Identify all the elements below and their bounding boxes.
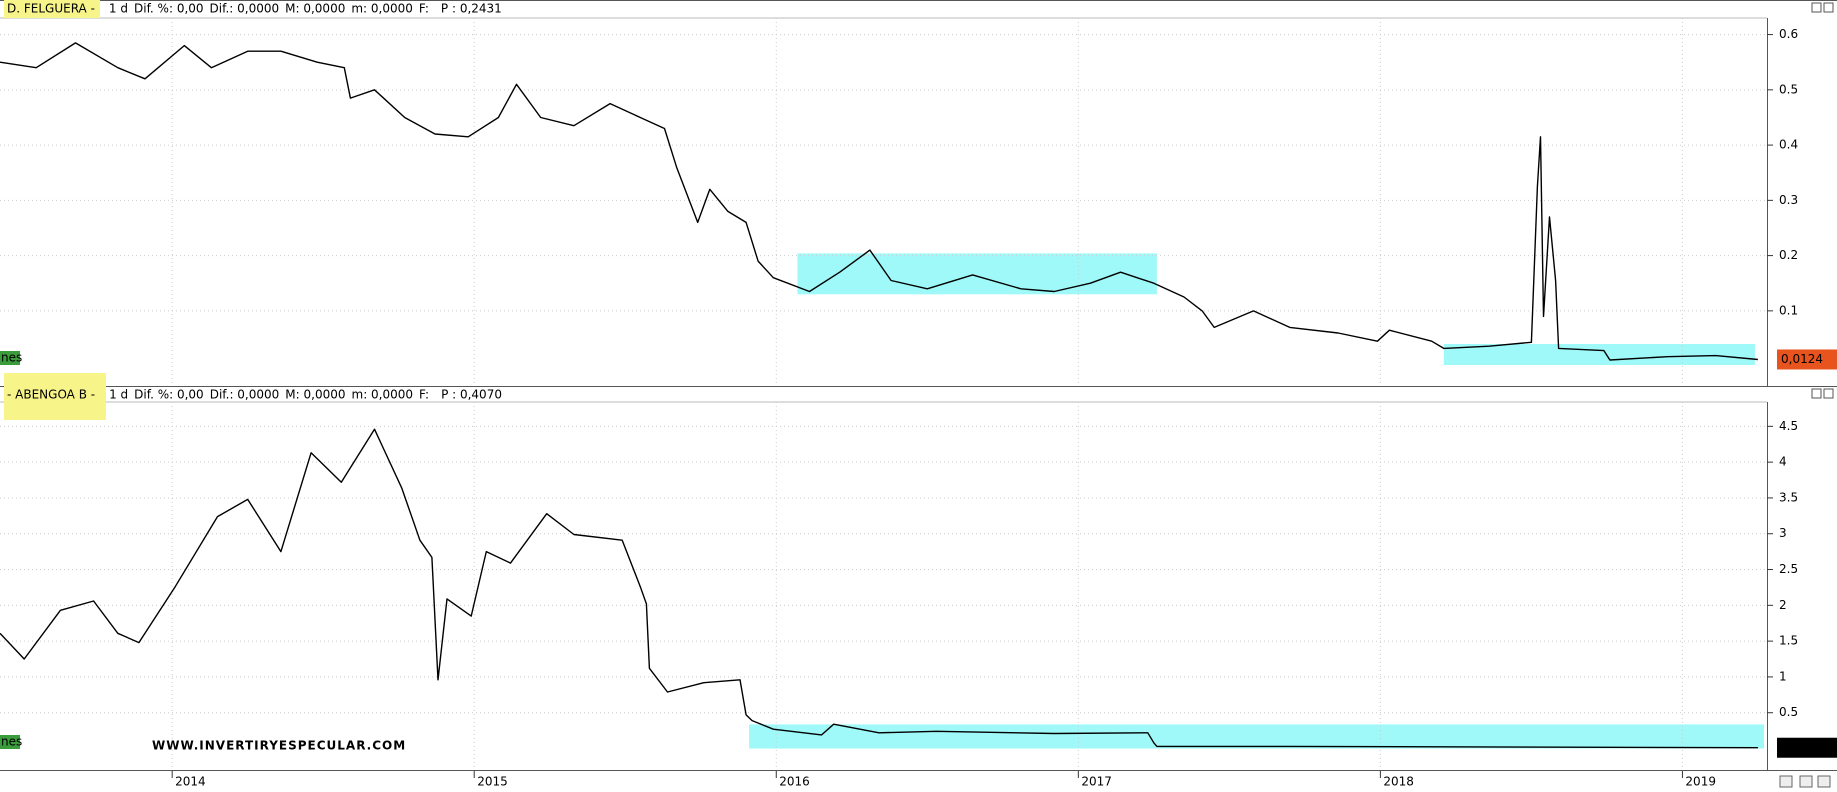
y-tick-label: 3.5 [1779,490,1798,504]
y-tick-label: 1 [1779,669,1787,683]
x-tick-label: 2014 [175,775,206,789]
info-field: m: 0,0000 [351,2,413,16]
x-tick-label: 2019 [1685,775,1716,789]
chart-title: D. FELGUERA - [7,2,95,16]
title-highlight [4,373,106,420]
x-tick-label: 2017 [1081,775,1112,789]
x-tick-label: 2018 [1383,775,1414,789]
last-price-box [1777,737,1837,758]
highlight-zone [797,253,1157,295]
price-line [0,42,1758,361]
toolbar-icon[interactable] [1779,775,1793,788]
y-tick-label: 2 [1779,598,1787,612]
info-field: F: [419,388,429,402]
last-price-label: 0,0124 [1781,352,1823,366]
window-button[interactable] [1811,388,1822,399]
y-tick-label: 0.6 [1779,27,1798,41]
highlight-zone [749,724,1764,749]
info-field: F: [419,2,429,16]
y-tick-label: 4 [1779,455,1787,469]
y-tick-label: 0.5 [1779,705,1798,719]
info-field: Dif.: 0,0000 [210,2,280,16]
chart-title: - ABENGOA B - [7,388,95,402]
price-line [0,428,1758,749]
price-field: P : 0,2431 [441,2,502,16]
info-field: 1 d [109,2,128,16]
window-button[interactable] [1811,2,1822,13]
info-field: Dif.: 0,0000 [210,388,280,402]
window-button[interactable] [1823,388,1834,399]
side-tag [0,735,20,749]
y-tick-label: 2.5 [1779,562,1798,576]
side-tag-label: nes [1,351,22,365]
info-field: M: 0,0000 [285,2,345,16]
y-tick-label: 0.1 [1779,303,1798,317]
y-tick-label: 0.5 [1779,82,1798,96]
highlight-zone [1443,344,1755,366]
side-tag-label: nes [1,735,22,749]
y-tick-label: 0.4 [1779,138,1798,152]
x-tick-label: 2016 [779,775,810,789]
price-field: P : 0,4070 [441,388,502,402]
info-field: 1 d [109,388,128,402]
window-button[interactable] [1823,2,1834,13]
y-tick-label: 0.2 [1779,248,1798,262]
info-field: Dif. %: 0,00 [134,2,204,16]
last-price-box [1777,349,1837,370]
info-field: m: 0,0000 [352,388,414,402]
y-tick-label: 0.3 [1779,193,1798,207]
toolbar-icon[interactable] [1817,775,1831,788]
y-tick-label: 1.5 [1779,634,1798,648]
y-tick-label: 3 [1779,526,1787,540]
info-field: M: 0,0000 [285,388,345,402]
watermark: WWW.INVERTIRYESPECULAR.COM [152,739,406,753]
title-highlight [4,0,100,18]
toolbar-icon[interactable] [1799,775,1813,788]
y-tick-label: 4.5 [1779,419,1798,433]
last-price-label: 0,0114 [1781,740,1823,754]
side-tag [0,351,20,365]
info-field: Dif. %: 0,00 [134,388,204,402]
x-tick-label: 2015 [477,775,508,789]
